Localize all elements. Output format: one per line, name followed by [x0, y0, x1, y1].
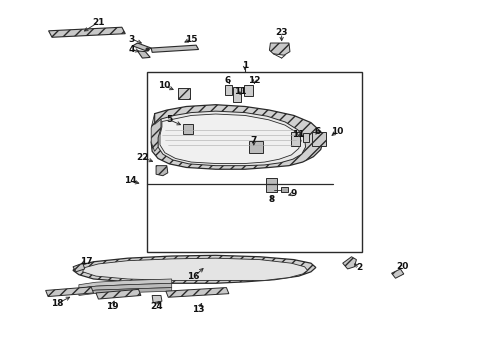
FancyBboxPatch shape: [291, 132, 300, 146]
Text: 11: 11: [293, 130, 305, 139]
Text: 15: 15: [185, 35, 197, 44]
Text: 18: 18: [50, 299, 63, 308]
Text: 23: 23: [275, 28, 288, 37]
Text: 1: 1: [242, 61, 248, 70]
Polygon shape: [166, 288, 229, 297]
Polygon shape: [83, 258, 308, 280]
Polygon shape: [79, 283, 172, 292]
Polygon shape: [151, 105, 323, 169]
Polygon shape: [158, 111, 306, 166]
Text: 5: 5: [166, 115, 172, 124]
Polygon shape: [392, 269, 404, 278]
Text: 13: 13: [193, 305, 205, 314]
Text: 21: 21: [92, 18, 105, 27]
FancyBboxPatch shape: [183, 124, 193, 134]
Text: 4: 4: [128, 45, 135, 54]
Polygon shape: [343, 257, 356, 269]
Polygon shape: [133, 43, 151, 51]
Polygon shape: [156, 166, 168, 176]
Text: 7: 7: [250, 136, 257, 145]
FancyBboxPatch shape: [244, 85, 253, 96]
Text: 24: 24: [150, 302, 162, 311]
Polygon shape: [151, 45, 198, 52]
Polygon shape: [151, 114, 161, 151]
Text: 8: 8: [269, 195, 275, 204]
Text: 17: 17: [80, 257, 93, 266]
Text: 12: 12: [248, 76, 261, 85]
FancyBboxPatch shape: [303, 134, 309, 142]
Polygon shape: [73, 263, 85, 272]
Text: 3: 3: [128, 35, 135, 44]
Polygon shape: [79, 288, 172, 296]
Text: 10: 10: [331, 127, 343, 136]
Polygon shape: [46, 287, 94, 297]
FancyBboxPatch shape: [233, 87, 241, 102]
Text: 6: 6: [314, 127, 320, 136]
Text: 22: 22: [136, 153, 148, 162]
FancyBboxPatch shape: [249, 140, 263, 153]
Polygon shape: [152, 296, 162, 303]
FancyBboxPatch shape: [225, 85, 232, 95]
FancyBboxPatch shape: [147, 72, 362, 252]
Polygon shape: [73, 255, 316, 283]
Text: 11: 11: [234, 86, 246, 95]
FancyBboxPatch shape: [313, 132, 326, 145]
Polygon shape: [49, 27, 125, 37]
Polygon shape: [79, 279, 172, 288]
FancyBboxPatch shape: [266, 178, 277, 192]
Text: 10: 10: [158, 81, 171, 90]
Text: 9: 9: [291, 189, 297, 198]
Text: 6: 6: [225, 76, 231, 85]
Polygon shape: [138, 51, 150, 58]
Text: 20: 20: [396, 262, 409, 271]
FancyBboxPatch shape: [281, 187, 289, 192]
Polygon shape: [270, 43, 290, 55]
Text: 19: 19: [106, 302, 119, 311]
FancyBboxPatch shape: [177, 88, 190, 99]
Polygon shape: [160, 114, 301, 163]
Text: 2: 2: [357, 264, 363, 273]
Text: 14: 14: [124, 176, 137, 185]
Text: 16: 16: [188, 272, 200, 281]
Polygon shape: [96, 289, 141, 299]
